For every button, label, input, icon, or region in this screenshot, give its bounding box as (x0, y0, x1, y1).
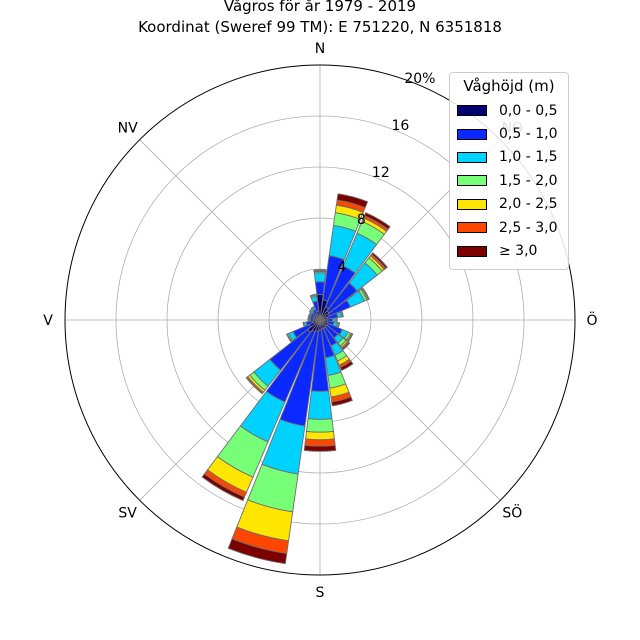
chart-subtitle: Koordinat (Sweref 99 TM): E 751220, N 63… (138, 18, 502, 36)
rose-bar-segment (304, 438, 336, 447)
rose-bar-segment (285, 333, 293, 343)
direction-label: NV (118, 121, 138, 137)
legend-title: Våghöjd (m) (463, 77, 555, 95)
rose-bar-segment (307, 314, 310, 319)
direction-label: N (315, 41, 325, 57)
legend-item: 2,5 - 3,0 (450, 216, 568, 239)
legend-swatch (457, 128, 487, 140)
legend-label: 0,5 - 1,0 (499, 126, 558, 143)
legend-label: 1,5 - 2,0 (499, 172, 558, 189)
wave-rose-bars (201, 193, 391, 565)
ring-gridline (166, 166, 474, 474)
rose-bar-segment (370, 252, 388, 270)
rose-bar-segment (314, 281, 326, 296)
rose-bar-segment (305, 430, 335, 441)
legend: Våghöjd (m) 0,0 - 0,5 0,5 - 1,0 1,0 - 1,5 1… (449, 72, 569, 270)
chart-title: Vågros för år 1979 - 2019 (223, 0, 417, 15)
rose-bar-segment (309, 293, 317, 297)
rose-bar-segment (341, 341, 351, 351)
direction-label: S (316, 585, 325, 601)
legend-item: 1,5 - 2,0 (450, 169, 568, 192)
rose-bar-segment (303, 444, 337, 452)
rose-bar-segment (361, 287, 370, 300)
legend-item: ≥ 3,0 (450, 239, 568, 262)
legend-label: 0,0 - 0,5 (499, 102, 558, 119)
legend-items: 0,0 - 0,5 0,5 - 1,0 1,0 - 1,5 1,5 - 2,0 2,0 … (450, 99, 568, 263)
legend-swatch (457, 222, 487, 234)
legend-swatch (457, 198, 487, 210)
rose-bar-segment (306, 418, 334, 433)
rose-bar-segment (313, 272, 327, 283)
rose-bar-segment (336, 193, 369, 209)
direction-label: SV (118, 505, 137, 521)
legend-label: 2,0 - 2,5 (499, 196, 558, 213)
direction-label: Ö (586, 311, 597, 329)
rose-bar-segment (307, 318, 310, 322)
legend-label: 2,5 - 3,0 (499, 219, 558, 236)
radial-tick-label: 8 (357, 212, 366, 228)
legend-item: 0,5 - 1,0 (450, 122, 568, 145)
legend-swatch (457, 245, 487, 257)
rose-bar-segment (227, 538, 288, 565)
rose-bar-segment (245, 376, 264, 395)
ring-gridline (115, 115, 525, 525)
direction-label: V (43, 313, 53, 329)
rose-bar-segment (302, 321, 306, 328)
rose-bar-segment (331, 396, 353, 407)
radial-tick-label: 16 (391, 118, 409, 134)
legend-item: 0,0 - 0,5 (450, 99, 568, 122)
radial-tick-label: 4 (337, 259, 346, 275)
polar-frame (64, 64, 576, 576)
legend-item: 2,0 - 2,5 (450, 193, 568, 216)
rose-bar-segment (335, 317, 338, 323)
legend-swatch (457, 105, 487, 117)
rose-bar-segment (339, 360, 354, 372)
rose-bar-segment (340, 310, 344, 318)
legend-label: ≥ 3,0 (499, 243, 538, 260)
radial-gridline (319, 319, 501, 501)
legend-label: 1,0 - 1,5 (499, 149, 558, 166)
legend-swatch (457, 151, 487, 163)
radial-tick-label: 20% (404, 71, 435, 87)
radial-tick-label: 12 (372, 165, 390, 181)
rose-bar-segment (313, 269, 327, 272)
rose-bar-segment (201, 473, 246, 502)
rose-bar-segment (363, 212, 391, 230)
legend-item: 1,0 - 1,5 (450, 146, 568, 169)
radial-gridline (139, 139, 321, 321)
rose-bar-segment (347, 333, 354, 343)
direction-label: SÖ (502, 503, 522, 521)
rose-bar-segment (307, 390, 333, 420)
legend-swatch (457, 175, 487, 187)
